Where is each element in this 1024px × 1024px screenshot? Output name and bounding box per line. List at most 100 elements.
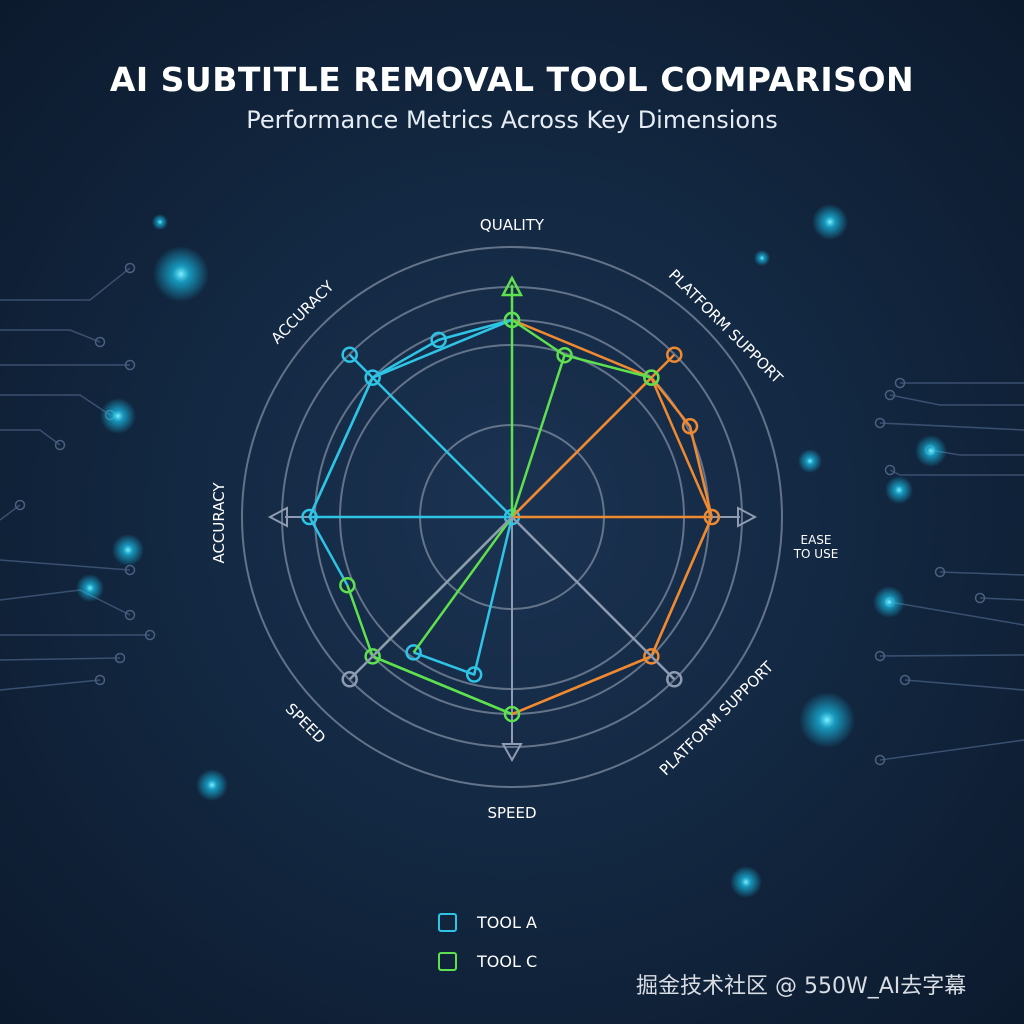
glow-dot [153, 246, 209, 302]
legend: TOOL A TOOL C [438, 903, 537, 981]
glow-dot [196, 769, 228, 801]
legend-item-tool-a[interactable]: TOOL A [438, 903, 537, 942]
circuit-node [124, 609, 136, 621]
circuit-node [124, 262, 136, 274]
data-point [643, 369, 660, 386]
circuit-trace [0, 679, 101, 691]
circuit-node [94, 336, 106, 348]
axis-label-quality: QUALITY [480, 216, 545, 234]
data-point [503, 311, 521, 329]
arrow-left-icon [267, 506, 288, 528]
data-point [556, 346, 573, 364]
circuit-trace [879, 422, 1024, 431]
legend-swatch-tool-a [438, 913, 457, 932]
circuit-node [899, 674, 911, 686]
circuit-node [874, 754, 886, 766]
axis-label-platform-support-top: PLATFORM SUPPORT [665, 266, 787, 388]
series-spoke [511, 516, 676, 681]
grid-ring [241, 246, 783, 788]
circuit-node [94, 674, 106, 686]
glow-dot [799, 692, 855, 748]
data-point [301, 508, 318, 526]
circuit-node [14, 499, 26, 511]
axis-label-platform-support-bottom: PLATFORM SUPPORT [656, 657, 778, 779]
series-spoke [511, 353, 676, 518]
series-spoke [510, 354, 566, 518]
circuit-node [884, 464, 896, 476]
glow-dot [152, 214, 168, 230]
axis-labels: QUALITY PLATFORM SUPPORT EASE TO USE PLA… [210, 216, 838, 822]
data-point [364, 648, 381, 665]
arrow-up-icon [500, 275, 524, 297]
axis-label-ease-line2: TO USE [793, 547, 839, 561]
legend-label: TOOL A [477, 913, 537, 932]
circuit-node [884, 389, 896, 401]
circuit-node [974, 592, 986, 604]
series-spoke [348, 353, 513, 518]
series-tool-a [301, 311, 521, 683]
circuit-node [124, 359, 136, 371]
data-point [666, 671, 683, 688]
data-point [364, 369, 381, 386]
series-unnamed-1 [511, 318, 721, 716]
glow-dot [730, 866, 762, 898]
glow-dot [873, 586, 905, 618]
circuit-node [114, 652, 126, 664]
circuit-node [874, 650, 886, 662]
series-spoke [413, 516, 514, 676]
axis-label-speed-bottom-left: SPEED [282, 700, 329, 747]
series-outline [511, 377, 714, 716]
circuit-node [874, 417, 886, 429]
legend-swatch-tool-c [438, 952, 457, 971]
circuit-trace [939, 571, 1024, 576]
legend-label: TOOL C [477, 952, 538, 971]
series-layer [301, 275, 721, 723]
arrow-right-icon [737, 506, 758, 528]
data-point [643, 648, 660, 665]
circuit-node [934, 566, 946, 578]
glow-dot [798, 449, 822, 473]
legend-item-tool-c[interactable]: TOOL C [438, 942, 537, 981]
data-point [430, 331, 447, 349]
circuit-trace [0, 329, 101, 343]
glow-dot [100, 398, 136, 434]
glow-dot [112, 534, 144, 566]
circuit-trace [889, 394, 1024, 406]
axis-label-accuracy-top-left: ACCURACY [267, 277, 338, 348]
glow-dot [915, 435, 947, 467]
glow-dot [885, 476, 913, 504]
watermark: 掘金技术社区 @ 550W_AI去字幕 [636, 974, 967, 999]
series-spoke [348, 516, 513, 681]
data-point [703, 508, 721, 526]
circuit-trace [889, 601, 1024, 626]
circuit-trace [904, 679, 1024, 691]
arrow-down-icon [501, 743, 523, 763]
data-point [666, 346, 683, 363]
circuit-trace [879, 739, 1024, 761]
chart-title: AI SUBTITLE REMOVAL TOOL COMPARISON [109, 60, 915, 99]
circuit-trace [0, 559, 131, 571]
data-point [341, 671, 358, 688]
data-point [339, 576, 356, 594]
axis-label-ease-line1: EASE [801, 533, 832, 547]
series-unnamed-3 [341, 516, 683, 688]
circuit-trace [0, 429, 61, 446]
circuit-trace [0, 394, 111, 416]
axis-label-accuracy-left: ACCURACY [210, 482, 228, 564]
data-point [405, 644, 422, 661]
data-point [681, 418, 699, 435]
circuit-trace [0, 657, 121, 661]
circuit-node [894, 377, 906, 389]
series-spoke [412, 516, 514, 654]
glow-dot [754, 250, 770, 266]
data-point [503, 705, 521, 723]
data-point [465, 666, 483, 683]
circuit-trace [0, 267, 131, 301]
chart-subtitle: Performance Metrics Across Key Dimension… [246, 106, 778, 134]
glow-dot [812, 204, 848, 240]
circuit-trace [889, 469, 1024, 476]
circuit-trace [979, 597, 1024, 601]
circuit-node [54, 439, 66, 451]
glow-dot [76, 574, 104, 602]
axis-label-speed-bottom: SPEED [487, 804, 536, 822]
